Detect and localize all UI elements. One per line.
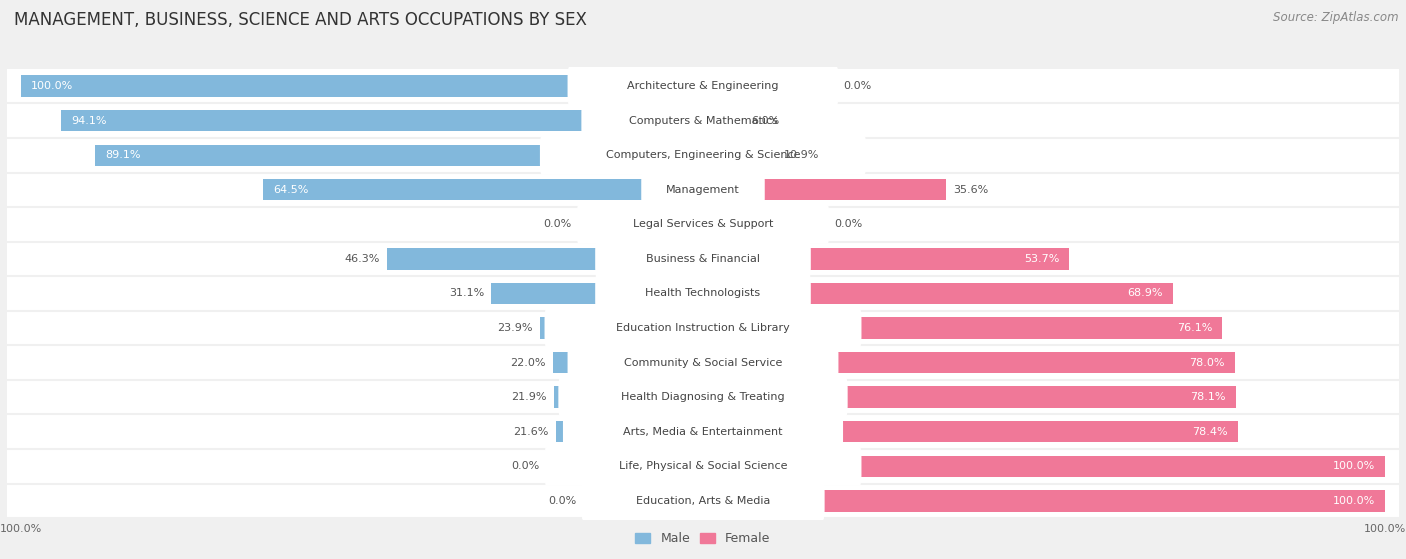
Text: Legal Services & Support: Legal Services & Support [633, 219, 773, 229]
Bar [7, 449, 1399, 484]
Bar [263, 179, 703, 201]
Text: 10.9%: 10.9% [785, 150, 820, 160]
Bar [7, 414, 1399, 449]
Bar [554, 386, 703, 408]
Text: Health Diagnosing & Treating: Health Diagnosing & Treating [621, 392, 785, 402]
Bar [491, 283, 703, 304]
Text: Education, Arts & Media: Education, Arts & Media [636, 496, 770, 506]
Text: 21.9%: 21.9% [512, 392, 547, 402]
FancyBboxPatch shape [576, 205, 830, 244]
FancyBboxPatch shape [581, 481, 825, 520]
Bar [7, 311, 1399, 345]
FancyBboxPatch shape [595, 239, 811, 278]
Text: 100.0%: 100.0% [1333, 461, 1375, 471]
FancyBboxPatch shape [540, 136, 866, 175]
Bar [7, 345, 1399, 380]
Bar [540, 318, 703, 339]
Bar [703, 456, 1385, 477]
Text: 76.1%: 76.1% [1177, 323, 1212, 333]
Text: 22.0%: 22.0% [510, 358, 546, 368]
Text: 78.4%: 78.4% [1192, 427, 1227, 437]
Text: Source: ZipAtlas.com: Source: ZipAtlas.com [1274, 11, 1399, 24]
Text: 78.1%: 78.1% [1189, 392, 1226, 402]
Text: 64.5%: 64.5% [273, 185, 308, 195]
Text: 0.0%: 0.0% [844, 81, 872, 91]
Bar [7, 484, 1399, 518]
FancyBboxPatch shape [544, 447, 862, 486]
Text: Management: Management [666, 185, 740, 195]
Bar [703, 283, 1173, 304]
Bar [703, 145, 778, 166]
Text: Life, Physical & Social Science: Life, Physical & Social Science [619, 461, 787, 471]
Text: 31.1%: 31.1% [449, 288, 484, 299]
Text: Computers & Mathematics: Computers & Mathematics [628, 116, 778, 126]
Text: Arts, Media & Entertainment: Arts, Media & Entertainment [623, 427, 783, 437]
Text: 0.0%: 0.0% [548, 496, 576, 506]
Bar [7, 69, 1399, 103]
Text: 23.9%: 23.9% [498, 323, 533, 333]
Text: 21.6%: 21.6% [513, 427, 548, 437]
Bar [7, 380, 1399, 414]
Bar [7, 241, 1399, 276]
Legend: Male, Female: Male, Female [636, 532, 770, 546]
Bar [7, 276, 1399, 311]
Text: Computers, Engineering & Science: Computers, Engineering & Science [606, 150, 800, 160]
FancyBboxPatch shape [568, 67, 838, 106]
FancyBboxPatch shape [641, 170, 765, 209]
Bar [7, 103, 1399, 138]
Bar [703, 248, 1070, 269]
Bar [703, 386, 1236, 408]
Text: 6.0%: 6.0% [751, 116, 779, 126]
FancyBboxPatch shape [558, 378, 848, 416]
Bar [555, 421, 703, 442]
Text: 0.0%: 0.0% [512, 461, 540, 471]
Bar [703, 490, 1385, 511]
Bar [703, 352, 1236, 373]
FancyBboxPatch shape [595, 274, 811, 313]
Text: 46.3%: 46.3% [344, 254, 380, 264]
Text: 78.0%: 78.0% [1189, 358, 1225, 368]
Bar [553, 352, 703, 373]
Text: 0.0%: 0.0% [834, 219, 862, 229]
FancyBboxPatch shape [568, 343, 838, 382]
Text: 0.0%: 0.0% [544, 219, 572, 229]
Text: 68.9%: 68.9% [1128, 288, 1163, 299]
Text: 100.0%: 100.0% [1333, 496, 1375, 506]
Text: Community & Social Service: Community & Social Service [624, 358, 782, 368]
Bar [7, 207, 1399, 241]
Text: Education Instruction & Library: Education Instruction & Library [616, 323, 790, 333]
Bar [21, 75, 703, 97]
Bar [387, 248, 703, 269]
Text: 35.6%: 35.6% [953, 185, 988, 195]
Bar [703, 318, 1222, 339]
Bar [7, 173, 1399, 207]
Text: 100.0%: 100.0% [31, 81, 73, 91]
Bar [703, 179, 946, 201]
Text: Architecture & Engineering: Architecture & Engineering [627, 81, 779, 91]
Text: Business & Financial: Business & Financial [645, 254, 761, 264]
FancyBboxPatch shape [581, 101, 825, 140]
Bar [7, 138, 1399, 173]
Text: Health Technologists: Health Technologists [645, 288, 761, 299]
Text: 94.1%: 94.1% [72, 116, 107, 126]
Bar [703, 110, 744, 131]
FancyBboxPatch shape [544, 309, 862, 348]
FancyBboxPatch shape [562, 412, 844, 451]
Text: 53.7%: 53.7% [1024, 254, 1059, 264]
Bar [60, 110, 703, 131]
Bar [96, 145, 703, 166]
Bar [703, 421, 1237, 442]
Text: 89.1%: 89.1% [105, 150, 141, 160]
Text: MANAGEMENT, BUSINESS, SCIENCE AND ARTS OCCUPATIONS BY SEX: MANAGEMENT, BUSINESS, SCIENCE AND ARTS O… [14, 11, 586, 29]
